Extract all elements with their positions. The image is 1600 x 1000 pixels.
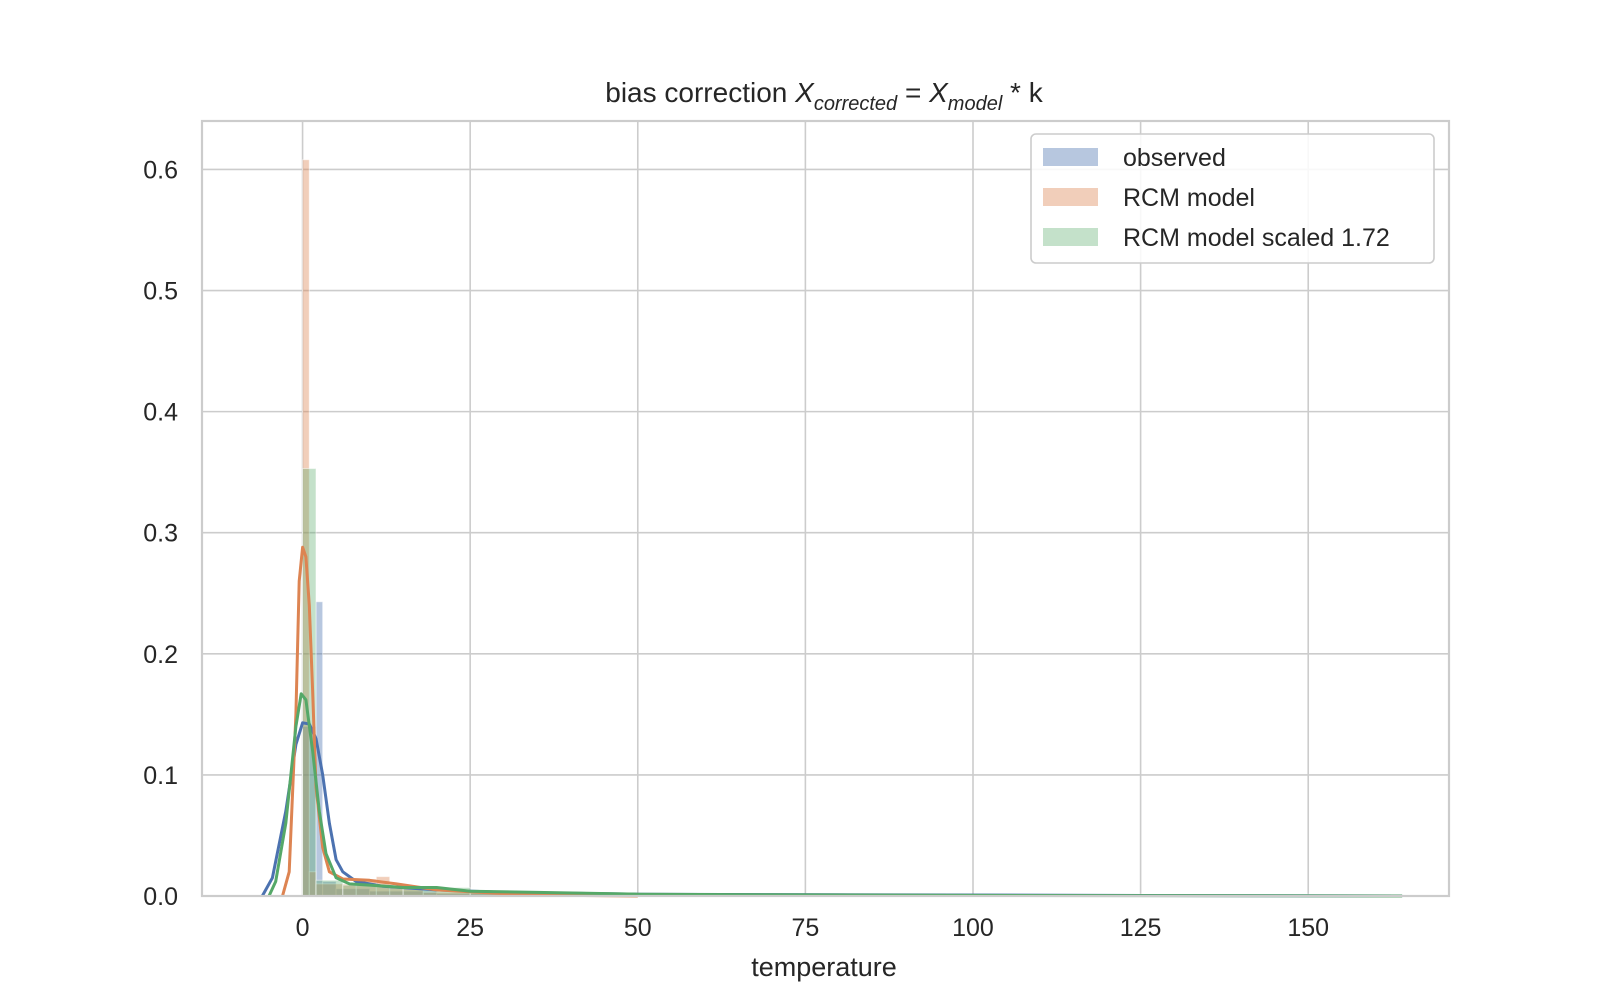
histogram-bar — [315, 879, 344, 897]
y-tick-label: 0.4 — [143, 399, 178, 427]
x-tick-label: 100 — [952, 914, 994, 942]
title-prefix: bias correction — [605, 77, 795, 108]
kde-lines — [260, 545, 1403, 898]
y-tick-labels: 0.0 0.1 0.2 0.3 0.4 0.5 0.6 — [143, 156, 178, 911]
y-tick-label: 0.1 — [143, 762, 178, 790]
x-tick-label: 75 — [791, 914, 819, 942]
y-tick-label: 0.3 — [143, 520, 178, 548]
kde-line — [267, 692, 1403, 898]
title-sub-2: model — [948, 93, 1003, 115]
legend-label: RCM model scaled 1.72 — [1123, 224, 1390, 252]
x-tick-label: 150 — [1287, 914, 1329, 942]
histogram-bar — [302, 468, 317, 897]
legend-swatch — [1043, 228, 1098, 246]
legend-swatch — [1043, 148, 1098, 166]
x-tick-label: 50 — [624, 914, 652, 942]
y-tick-label: 0.5 — [143, 278, 178, 306]
legend-label: observed — [1123, 144, 1226, 172]
legend-swatch — [1043, 188, 1098, 206]
chart-title: bias correction Xcorrected = Xmodel * k — [605, 77, 1043, 115]
title-var-2: X — [928, 77, 949, 108]
histogram-bars — [302, 159, 1403, 897]
y-tick-label: 0.0 — [143, 883, 178, 911]
x-tick-label: 0 — [296, 914, 310, 942]
title-suffix: * k — [1002, 77, 1043, 108]
y-tick-label: 0.6 — [143, 156, 178, 184]
kde-line — [281, 545, 638, 898]
title-sub-1: corrected — [814, 93, 898, 115]
plot-frame — [200, 119, 1451, 898]
legend-label: RCM model — [1123, 184, 1255, 212]
title-mid: = — [897, 77, 929, 108]
y-tick-label: 0.2 — [143, 641, 178, 669]
x-tick-labels: 0 25 50 75 100 125 150 — [296, 914, 1329, 942]
x-tick-label: 25 — [456, 914, 484, 942]
legend: observed RCM model RCM model scaled 1.72 — [1030, 133, 1435, 264]
legend-box — [1030, 133, 1435, 264]
title-var-1: X — [794, 77, 815, 108]
kde-line — [260, 721, 1403, 898]
x-tick-label: 125 — [1120, 914, 1162, 942]
x-axis-label: temperature — [751, 952, 897, 982]
